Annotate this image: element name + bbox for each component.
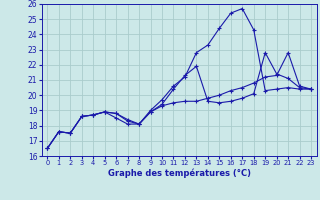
- X-axis label: Graphe des températures (°C): Graphe des températures (°C): [108, 169, 251, 178]
